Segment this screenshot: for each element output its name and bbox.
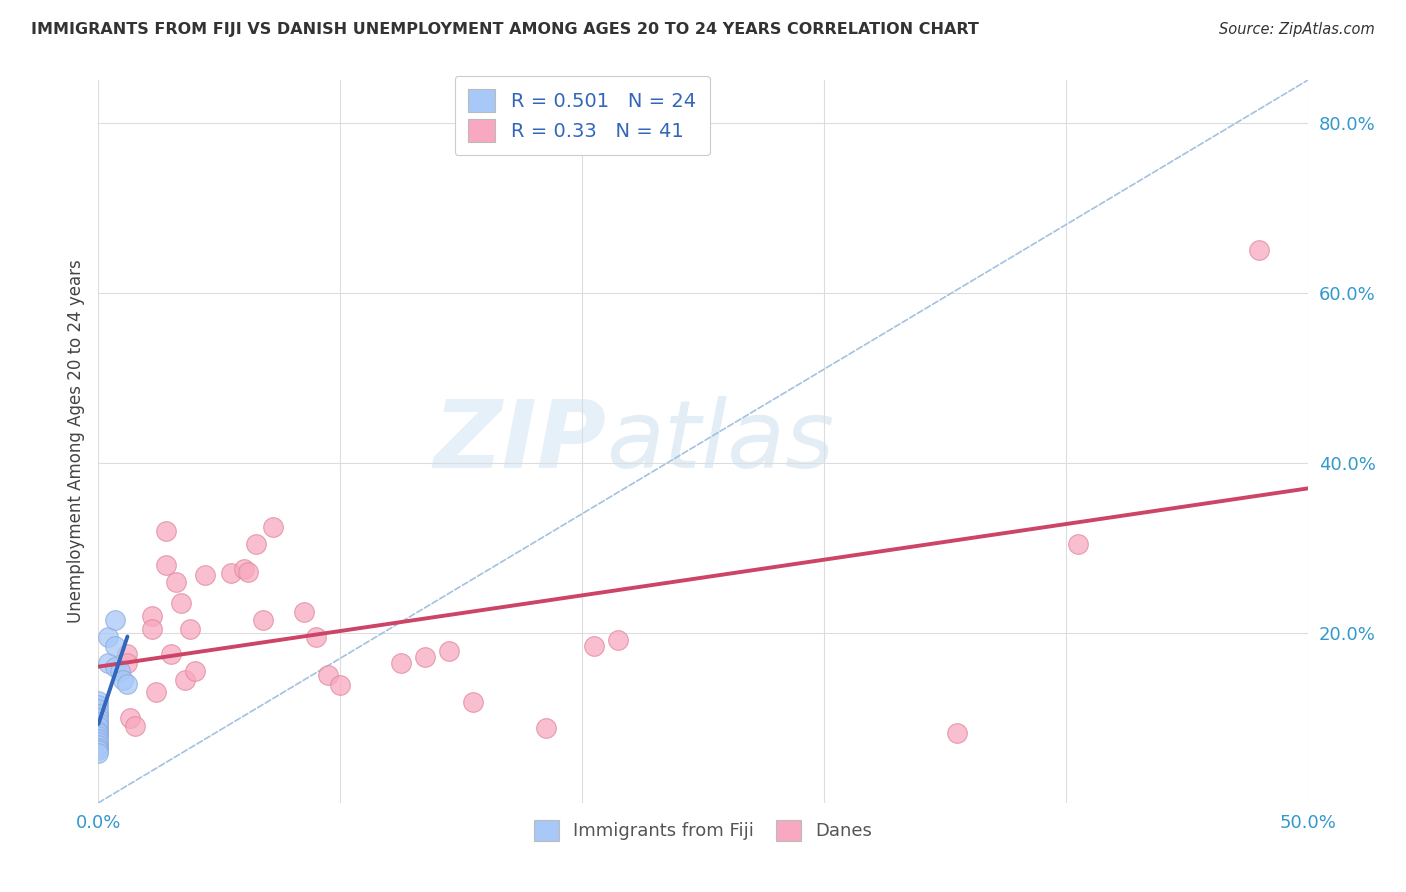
Point — [87, 714, 110, 729]
Point — [118, 711, 141, 725]
Point — [413, 649, 436, 664]
Point — [1067, 536, 1090, 550]
Point — [87, 719, 110, 733]
Point — [165, 574, 187, 589]
Point — [141, 622, 163, 636]
Point — [232, 562, 254, 576]
Point — [87, 743, 110, 757]
Point — [463, 696, 485, 710]
Point — [194, 568, 217, 582]
Point — [329, 678, 352, 692]
Point — [583, 639, 606, 653]
Point — [160, 647, 183, 661]
Point — [97, 630, 120, 644]
Text: Source: ZipAtlas.com: Source: ZipAtlas.com — [1219, 22, 1375, 37]
Point — [87, 702, 110, 716]
Point — [607, 632, 630, 647]
Y-axis label: Unemployment Among Ages 20 to 24 years: Unemployment Among Ages 20 to 24 years — [66, 260, 84, 624]
Point — [262, 519, 284, 533]
Point — [117, 656, 139, 670]
Point — [87, 706, 110, 721]
Text: IMMIGRANTS FROM FIJI VS DANISH UNEMPLOYMENT AMONG AGES 20 TO 24 YEARS CORRELATIO: IMMIGRANTS FROM FIJI VS DANISH UNEMPLOYM… — [31, 22, 979, 37]
Point — [87, 726, 110, 740]
Point — [179, 622, 201, 636]
Point — [87, 747, 110, 761]
Point — [87, 698, 110, 712]
Point — [104, 639, 127, 653]
Point — [946, 726, 969, 740]
Point — [87, 711, 110, 725]
Point — [87, 726, 110, 740]
Point — [87, 721, 110, 735]
Text: atlas: atlas — [606, 396, 835, 487]
Point — [87, 694, 110, 708]
Point — [238, 565, 260, 579]
Point — [252, 613, 274, 627]
Point — [87, 738, 110, 752]
Point — [184, 664, 207, 678]
Point — [87, 714, 110, 729]
Point — [292, 605, 315, 619]
Point — [145, 685, 167, 699]
Point — [305, 630, 328, 644]
Point — [534, 721, 557, 735]
Point — [117, 647, 139, 661]
Point — [87, 730, 110, 744]
Point — [437, 644, 460, 658]
Legend: Immigrants from Fiji, Danes: Immigrants from Fiji, Danes — [526, 813, 880, 848]
Point — [155, 524, 177, 538]
Point — [87, 738, 110, 752]
Point — [141, 608, 163, 623]
Point — [87, 734, 110, 748]
Point — [389, 656, 412, 670]
Point — [221, 566, 243, 581]
Point — [87, 732, 110, 747]
Point — [111, 673, 134, 687]
Point — [316, 668, 339, 682]
Point — [87, 706, 110, 721]
Point — [245, 536, 267, 550]
Point — [169, 596, 191, 610]
Point — [108, 664, 131, 678]
Point — [104, 613, 127, 627]
Point — [87, 723, 110, 738]
Point — [124, 719, 146, 733]
Point — [104, 660, 127, 674]
Point — [155, 558, 177, 572]
Point — [117, 677, 139, 691]
Point — [87, 740, 110, 755]
Text: ZIP: ZIP — [433, 395, 606, 488]
Point — [1249, 244, 1271, 258]
Point — [174, 673, 197, 687]
Point — [97, 656, 120, 670]
